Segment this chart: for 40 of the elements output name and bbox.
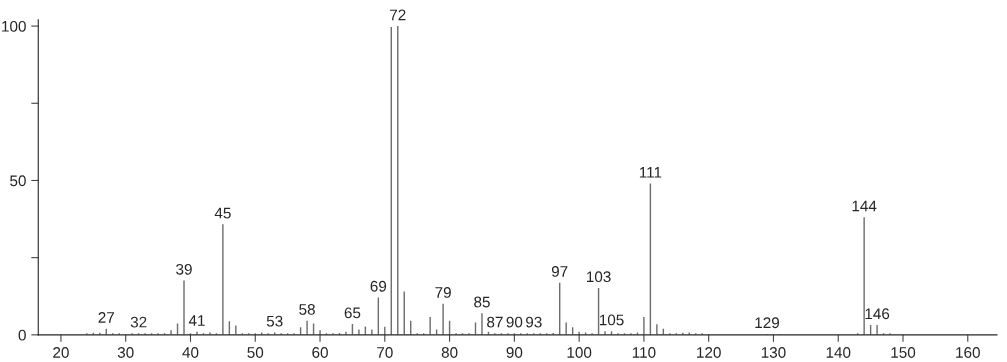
- annotation: 93: [526, 316, 542, 328]
- annotation: 111: [639, 167, 662, 178]
- annotation: 87: [487, 316, 503, 328]
- annotation: 39: [176, 263, 192, 275]
- annotation: 32: [130, 316, 147, 328]
- x-tick-label: 90: [506, 347, 523, 358]
- annotation: 41: [188, 315, 205, 326]
- annotation: 97: [551, 266, 568, 277]
- annotation: 53: [266, 315, 283, 327]
- annotation: 146: [865, 308, 890, 320]
- annotation: 65: [344, 307, 361, 319]
- x-tick-label: 140: [826, 347, 851, 358]
- x-tick-label: 160: [956, 347, 980, 358]
- annotation: 45: [214, 207, 231, 219]
- annotation: 103: [586, 271, 611, 283]
- x-tick-label: 30: [117, 347, 134, 358]
- annotation: 27: [98, 312, 115, 323]
- x-tick-label: 100: [567, 347, 592, 358]
- x-tick-label: 130: [761, 347, 786, 358]
- annotation: 58: [299, 304, 315, 315]
- annotation: 105: [599, 314, 624, 326]
- x-tick-label: 70: [377, 347, 393, 358]
- y-tick-label: 100: [2, 20, 26, 32]
- x-tick-label: 150: [891, 347, 916, 358]
- y-tick-label: 50: [10, 175, 26, 187]
- y-tick-label: 0: [18, 329, 26, 341]
- x-tick-label: 50: [247, 347, 264, 358]
- annotation: 79: [435, 287, 451, 298]
- x-tick-label: 80: [441, 347, 458, 358]
- annotation: 144: [852, 200, 877, 212]
- x-tick-label: 60: [312, 347, 328, 358]
- annotation: 72: [390, 9, 406, 21]
- annotation: 129: [755, 317, 779, 329]
- x-tick-label: 20: [53, 347, 69, 358]
- annotation: 90: [506, 316, 523, 328]
- x-tick-label: 110: [632, 347, 656, 358]
- annotation: 69: [370, 280, 387, 292]
- x-tick-label: 40: [182, 347, 199, 358]
- annotation: 85: [474, 296, 490, 308]
- x-tick-label: 120: [697, 347, 721, 358]
